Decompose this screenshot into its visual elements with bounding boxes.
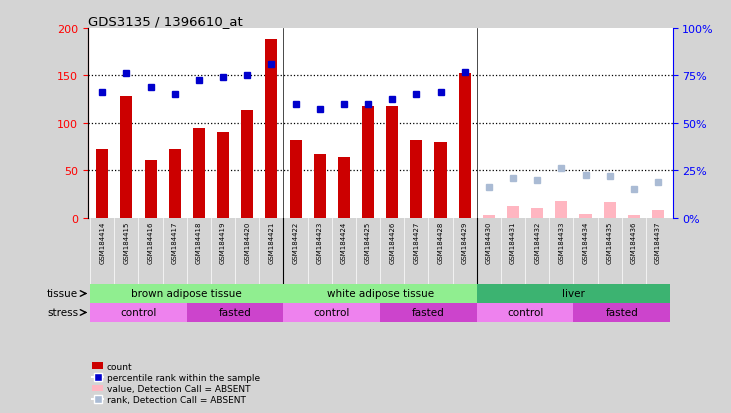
Bar bbox=[482, 215, 495, 218]
Text: GSM184426: GSM184426 bbox=[389, 221, 395, 263]
Text: control: control bbox=[507, 308, 543, 318]
Bar bbox=[458, 74, 471, 218]
Bar bbox=[628, 215, 640, 218]
Bar bbox=[169, 150, 181, 218]
Text: control: control bbox=[121, 308, 156, 318]
Bar bbox=[284, 303, 380, 322]
Bar bbox=[573, 303, 670, 322]
Bar bbox=[96, 150, 108, 218]
Text: GSM184423: GSM184423 bbox=[317, 221, 322, 263]
Text: GSM184414: GSM184414 bbox=[99, 221, 105, 263]
Bar bbox=[265, 40, 278, 218]
Bar bbox=[217, 133, 229, 218]
Bar bbox=[380, 303, 477, 322]
Text: GSM184418: GSM184418 bbox=[196, 221, 202, 264]
Text: GSM184434: GSM184434 bbox=[583, 221, 588, 263]
Text: GSM184416: GSM184416 bbox=[148, 221, 154, 264]
Text: GSM184422: GSM184422 bbox=[292, 221, 298, 263]
Bar bbox=[604, 203, 616, 218]
Bar bbox=[121, 97, 132, 218]
Text: GSM184431: GSM184431 bbox=[510, 221, 516, 264]
Text: stress: stress bbox=[47, 308, 78, 318]
Text: fasted: fasted bbox=[605, 308, 638, 318]
Text: brown adipose tissue: brown adipose tissue bbox=[132, 289, 242, 299]
Text: GSM184421: GSM184421 bbox=[268, 221, 274, 263]
Legend: count, percentile rank within the sample, value, Detection Call = ABSENT, rank, : count, percentile rank within the sample… bbox=[92, 362, 260, 404]
Bar bbox=[386, 107, 398, 218]
Bar bbox=[477, 303, 573, 322]
Text: tissue: tissue bbox=[47, 289, 78, 299]
Bar bbox=[90, 284, 284, 303]
Text: GSM184415: GSM184415 bbox=[124, 221, 129, 263]
Text: GSM184428: GSM184428 bbox=[438, 221, 444, 263]
Bar bbox=[507, 207, 519, 218]
Text: GSM184427: GSM184427 bbox=[413, 221, 420, 263]
Text: fasted: fasted bbox=[412, 308, 445, 318]
Bar bbox=[284, 284, 477, 303]
Bar bbox=[410, 140, 423, 218]
Bar bbox=[580, 214, 591, 218]
Text: GSM184419: GSM184419 bbox=[220, 221, 226, 264]
Bar bbox=[187, 303, 284, 322]
Text: GSM184420: GSM184420 bbox=[244, 221, 250, 263]
Text: GSM184429: GSM184429 bbox=[462, 221, 468, 263]
Text: fasted: fasted bbox=[219, 308, 251, 318]
Text: GSM184417: GSM184417 bbox=[172, 221, 178, 264]
Text: GSM184433: GSM184433 bbox=[558, 221, 564, 264]
Bar bbox=[314, 155, 326, 218]
Text: liver: liver bbox=[562, 289, 585, 299]
Text: GSM184437: GSM184437 bbox=[655, 221, 661, 264]
Bar bbox=[556, 202, 567, 218]
Bar bbox=[434, 142, 447, 218]
Text: white adipose tissue: white adipose tissue bbox=[327, 289, 433, 299]
Bar bbox=[531, 209, 543, 218]
Bar bbox=[652, 211, 664, 218]
Text: GSM184436: GSM184436 bbox=[631, 221, 637, 264]
Bar bbox=[90, 303, 187, 322]
Text: GSM184432: GSM184432 bbox=[534, 221, 540, 263]
Text: GSM184435: GSM184435 bbox=[607, 221, 613, 263]
Bar bbox=[362, 107, 374, 218]
Text: GSM184425: GSM184425 bbox=[365, 221, 371, 263]
Bar bbox=[289, 140, 302, 218]
Text: control: control bbox=[314, 308, 350, 318]
Text: GDS3135 / 1396610_at: GDS3135 / 1396610_at bbox=[88, 15, 243, 28]
Bar bbox=[145, 160, 156, 218]
Bar bbox=[241, 110, 253, 218]
Bar bbox=[193, 128, 205, 218]
Bar bbox=[477, 284, 670, 303]
Bar bbox=[338, 157, 350, 218]
Text: GSM184424: GSM184424 bbox=[341, 221, 347, 263]
Text: GSM184430: GSM184430 bbox=[486, 221, 492, 264]
